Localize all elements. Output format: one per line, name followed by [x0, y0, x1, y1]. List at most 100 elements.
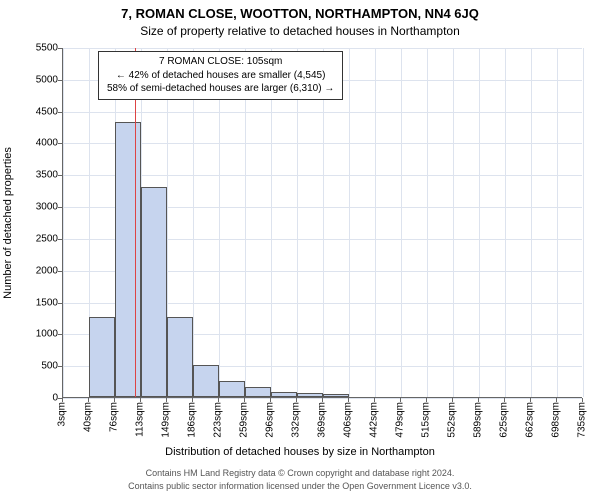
- x-tick-label: 369sqm: [317, 402, 328, 438]
- x-tick-label: 442sqm: [368, 402, 379, 438]
- y-tick-label: 2500: [8, 233, 58, 244]
- y-tick-mark: [58, 366, 62, 367]
- x-tick-mark: [374, 398, 375, 402]
- info-line-2: ← 42% of detached houses are smaller (4,…: [107, 69, 334, 83]
- x-tick-label: 186sqm: [187, 402, 198, 438]
- grid-line-v: [63, 48, 64, 397]
- x-tick-mark: [400, 398, 401, 402]
- x-tick-mark: [166, 398, 167, 402]
- grid-line-v: [245, 48, 246, 397]
- info-line-1: 7 ROMAN CLOSE: 105sqm: [107, 55, 334, 69]
- info-line-3: 58% of semi-detached houses are larger (…: [107, 82, 334, 96]
- x-tick-label: 625sqm: [498, 402, 509, 438]
- grid-line-v: [427, 48, 428, 397]
- x-tick-label: 479sqm: [395, 402, 406, 438]
- x-tick-label: 662sqm: [525, 402, 536, 438]
- grid-line-v: [479, 48, 480, 397]
- y-tick-mark: [58, 80, 62, 81]
- grid-line-v: [505, 48, 506, 397]
- footer-line-1: Contains HM Land Registry data © Crown c…: [0, 468, 600, 478]
- title-sub: Size of property relative to detached ho…: [0, 24, 600, 38]
- x-tick-label: 332sqm: [290, 402, 301, 438]
- histogram-bar: [245, 387, 271, 397]
- x-tick-label: 149sqm: [160, 402, 171, 438]
- y-tick-mark: [58, 175, 62, 176]
- grid-line-v: [401, 48, 402, 397]
- property-marker-line: [135, 48, 136, 397]
- y-tick-label: 2000: [8, 265, 58, 276]
- y-tick-mark: [58, 334, 62, 335]
- x-tick-mark: [452, 398, 453, 402]
- grid-line-v: [583, 48, 584, 397]
- grid-line-v: [375, 48, 376, 397]
- x-tick-mark: [244, 398, 245, 402]
- y-tick-mark: [58, 207, 62, 208]
- x-tick-label: 113sqm: [135, 402, 146, 437]
- x-tick-mark: [322, 398, 323, 402]
- x-tick-label: 406sqm: [343, 402, 354, 438]
- y-tick-label: 4000: [8, 138, 58, 149]
- grid-line-v: [453, 48, 454, 397]
- x-tick-mark: [114, 398, 115, 402]
- x-axis-label: Distribution of detached houses by size …: [0, 446, 600, 458]
- grid-line-v: [349, 48, 350, 397]
- y-tick-label: 1000: [8, 329, 58, 340]
- x-tick-mark: [218, 398, 219, 402]
- histogram-bar: [193, 365, 219, 397]
- title-main: 7, ROMAN CLOSE, WOOTTON, NORTHAMPTON, NN…: [0, 6, 600, 21]
- x-tick-label: 589sqm: [473, 402, 484, 438]
- x-tick-mark: [140, 398, 141, 402]
- x-tick-mark: [582, 398, 583, 402]
- chart-container: 7, ROMAN CLOSE, WOOTTON, NORTHAMPTON, NN…: [0, 0, 600, 500]
- histogram-bar: [115, 122, 141, 397]
- x-tick-mark: [504, 398, 505, 402]
- x-tick-mark: [530, 398, 531, 402]
- grid-line-v: [271, 48, 272, 397]
- x-tick-label: 40sqm: [83, 402, 94, 432]
- footer-line-2: Contains public sector information licen…: [0, 481, 600, 491]
- grid-line-v: [297, 48, 298, 397]
- x-tick-label: 76sqm: [108, 402, 119, 432]
- histogram-bar: [323, 394, 349, 397]
- x-tick-mark: [88, 398, 89, 402]
- info-box: 7 ROMAN CLOSE: 105sqm ← 42% of detached …: [98, 51, 343, 100]
- histogram-bar: [167, 317, 193, 397]
- y-tick-mark: [58, 112, 62, 113]
- x-tick-mark: [556, 398, 557, 402]
- x-tick-label: 552sqm: [447, 402, 458, 438]
- histogram-bar: [271, 392, 297, 397]
- y-tick-mark: [58, 143, 62, 144]
- x-tick-mark: [478, 398, 479, 402]
- histogram-bar: [141, 187, 167, 397]
- y-tick-mark: [58, 48, 62, 49]
- histogram-bar: [219, 381, 245, 397]
- y-tick-label: 4500: [8, 106, 58, 117]
- x-tick-mark: [426, 398, 427, 402]
- y-tick-label: 0: [8, 393, 58, 404]
- histogram-bar: [297, 393, 323, 397]
- y-tick-label: 5000: [8, 74, 58, 85]
- grid-line-v: [557, 48, 558, 397]
- histogram-bar: [89, 317, 115, 397]
- grid-line-v: [323, 48, 324, 397]
- grid-line-v: [193, 48, 194, 397]
- y-tick-label: 1500: [8, 297, 58, 308]
- x-tick-label: 515sqm: [420, 402, 431, 438]
- grid-line-v: [219, 48, 220, 397]
- grid-line-v: [531, 48, 532, 397]
- x-tick-mark: [296, 398, 297, 402]
- x-tick-label: 735sqm: [577, 402, 588, 438]
- plot-area: [62, 48, 582, 398]
- y-tick-mark: [58, 271, 62, 272]
- x-tick-label: 3sqm: [57, 402, 68, 426]
- x-tick-mark: [192, 398, 193, 402]
- x-tick-label: 259sqm: [238, 402, 249, 438]
- x-tick-mark: [270, 398, 271, 402]
- y-tick-mark: [58, 303, 62, 304]
- y-tick-mark: [58, 239, 62, 240]
- x-tick-label: 223sqm: [213, 402, 224, 438]
- x-tick-label: 698sqm: [550, 402, 561, 438]
- y-tick-label: 3000: [8, 202, 58, 213]
- y-tick-label: 5500: [8, 43, 58, 54]
- x-tick-label: 296sqm: [265, 402, 276, 438]
